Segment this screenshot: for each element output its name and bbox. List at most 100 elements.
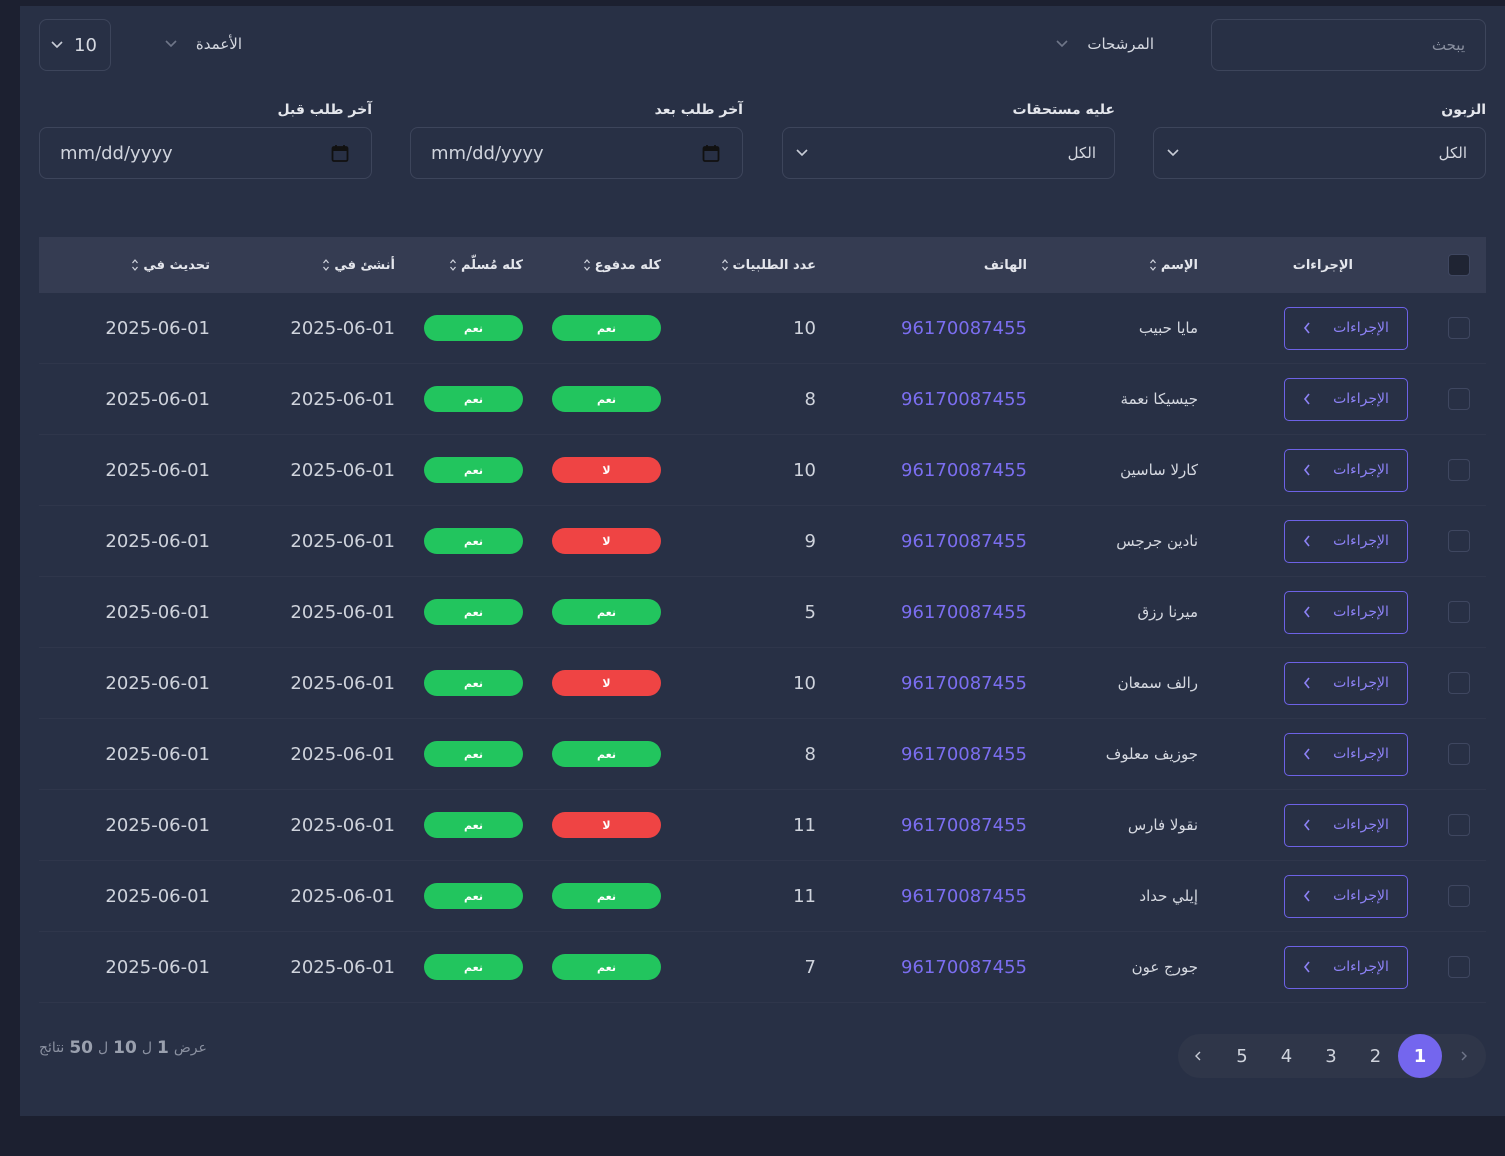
- cell: رالف سمعان: [1040, 648, 1220, 718]
- cell: جورج عون: [1040, 932, 1220, 1002]
- actions-button[interactable]: الإجراءات: [1284, 945, 1408, 989]
- chevron: [1304, 677, 1310, 689]
- paid-badge: لا: [552, 670, 661, 696]
- row-checkbox[interactable]: [1448, 743, 1470, 765]
- row-checkbox[interactable]: [1448, 885, 1470, 907]
- updated-date: 2025-06-01: [105, 743, 210, 765]
- chevron: [1461, 1051, 1467, 1061]
- prev-page[interactable]: [1442, 1034, 1486, 1078]
- chevron: [1304, 890, 1310, 902]
- search-input[interactable]: يبحث: [1211, 19, 1486, 71]
- paid-badge: نعم: [552, 741, 661, 767]
- customer-name: نادين جرجس: [1116, 532, 1198, 550]
- select-all-checkbox[interactable]: [1448, 254, 1470, 276]
- row-grid: الإجراءات نادين جرجس 96170087455 9 لا نعم 2025…: [39, 506, 1486, 576]
- phone[interactable]: 96170087455: [901, 530, 1027, 552]
- filters-label: المرشحات: [1087, 35, 1154, 53]
- phone[interactable]: 96170087455: [901, 388, 1027, 410]
- cell: 8: [680, 719, 840, 789]
- actions-button[interactable]: الإجراءات: [1284, 732, 1408, 776]
- phone[interactable]: 96170087455: [901, 601, 1027, 623]
- cell: [1430, 577, 1486, 647]
- cell: [1430, 364, 1486, 434]
- row-checkbox[interactable]: [1448, 530, 1470, 552]
- actions-text: الإجراءات: [1333, 746, 1389, 762]
- actions-button[interactable]: الإجراءات: [1284, 306, 1408, 350]
- page-number[interactable]: 3: [1325, 1045, 1337, 1067]
- row-grid: الإجراءات إيلي حداد 96170087455 11 نعم نعم 202…: [39, 861, 1486, 931]
- filter-select[interactable]: الكل: [1153, 127, 1486, 179]
- row-checkbox[interactable]: [1448, 672, 1470, 694]
- row-checkbox[interactable]: [1448, 601, 1470, 623]
- filters-toggle[interactable]: المرشحات: [1050, 30, 1154, 58]
- cell: الإجراءات: [1220, 293, 1430, 363]
- order-count: 5: [804, 601, 816, 623]
- summary-number: 50: [69, 1038, 93, 1058]
- cell: نعم: [410, 435, 540, 505]
- chevron: [165, 40, 177, 48]
- chevron: [1304, 961, 1310, 973]
- cell: [1430, 932, 1486, 1002]
- row-checkbox[interactable]: [1448, 459, 1470, 481]
- actions-button[interactable]: الإجراءات: [1284, 874, 1408, 918]
- customer-name: كارلا ساسين: [1120, 461, 1198, 479]
- phone[interactable]: 96170087455: [901, 459, 1027, 481]
- phone[interactable]: 96170087455: [901, 743, 1027, 765]
- chevron: [796, 149, 808, 157]
- cell: 2025-06-01: [39, 506, 225, 576]
- actions-button[interactable]: الإجراءات: [1284, 590, 1408, 634]
- header-cell[interactable]: كله مُسلّم: [410, 237, 540, 293]
- phone[interactable]: 96170087455: [901, 885, 1027, 907]
- created-date: 2025-06-01: [290, 672, 395, 694]
- page-number[interactable]: 2: [1369, 1045, 1382, 1067]
- header-cell[interactable]: عدد الطلبيات: [680, 237, 840, 293]
- cell: 2025-06-01: [225, 577, 410, 647]
- chevron: [1304, 535, 1310, 547]
- actions-button[interactable]: الإجراءات: [1284, 661, 1408, 705]
- row-checkbox[interactable]: [1448, 388, 1470, 410]
- phone[interactable]: 96170087455: [901, 956, 1027, 978]
- row-checkbox[interactable]: [1448, 814, 1470, 836]
- phone[interactable]: 96170087455: [901, 672, 1027, 694]
- filter-value: mm/dd/yyyy: [431, 142, 544, 164]
- summary-text: ل: [98, 1040, 109, 1056]
- cell: 2025-06-01: [225, 861, 410, 931]
- filter-date[interactable]: mm/dd/yyyy: [410, 127, 743, 179]
- header-cell[interactable]: الإسم: [1040, 237, 1220, 293]
- per-page-select[interactable]: 10: [39, 19, 111, 71]
- row-checkbox[interactable]: [1448, 956, 1470, 978]
- actions-button[interactable]: الإجراءات: [1284, 448, 1408, 492]
- order-count: 9: [804, 530, 816, 552]
- actions-button[interactable]: الإجراءات: [1284, 519, 1408, 563]
- filter-date[interactable]: mm/dd/yyyy: [39, 127, 372, 179]
- header-text: الإجراءات: [1292, 257, 1353, 273]
- cell: كارلا ساسين: [1040, 435, 1220, 505]
- cell: الإجراءات: [1220, 932, 1430, 1002]
- page-number[interactable]: 5: [1236, 1045, 1248, 1067]
- actions-button[interactable]: الإجراءات: [1284, 377, 1408, 421]
- cell: لا: [540, 648, 680, 718]
- header-cell[interactable]: أنشئ في: [225, 237, 410, 293]
- delivered-badge: نعم: [424, 457, 523, 483]
- header-cell[interactable]: تحديث في: [39, 237, 225, 293]
- header-cell[interactable]: كله مدفوع: [540, 237, 680, 293]
- actions-button[interactable]: الإجراءات: [1284, 803, 1408, 847]
- page-number[interactable]: 4: [1280, 1045, 1293, 1067]
- cell: جوزيف معلوف: [1040, 719, 1220, 789]
- cell: 7: [680, 932, 840, 1002]
- cell: الإجراءات: [1220, 719, 1430, 789]
- updated-date: 2025-06-01: [105, 530, 210, 552]
- next-page[interactable]: [1176, 1034, 1220, 1078]
- columns-toggle[interactable]: الأعمدة: [158, 30, 242, 58]
- phone[interactable]: 96170087455: [901, 317, 1027, 339]
- phone[interactable]: 96170087455: [901, 814, 1027, 836]
- header-text: الهاتف: [983, 257, 1027, 273]
- row-checkbox[interactable]: [1448, 317, 1470, 339]
- cell: نعم: [540, 364, 680, 434]
- search-placeholder: يبحث: [1431, 36, 1465, 54]
- cell: لا: [540, 506, 680, 576]
- cell: 96170087455: [840, 861, 1040, 931]
- page-number[interactable]: 1: [1398, 1034, 1442, 1078]
- cell: نعم: [540, 293, 680, 363]
- filter-select[interactable]: الكل: [782, 127, 1115, 179]
